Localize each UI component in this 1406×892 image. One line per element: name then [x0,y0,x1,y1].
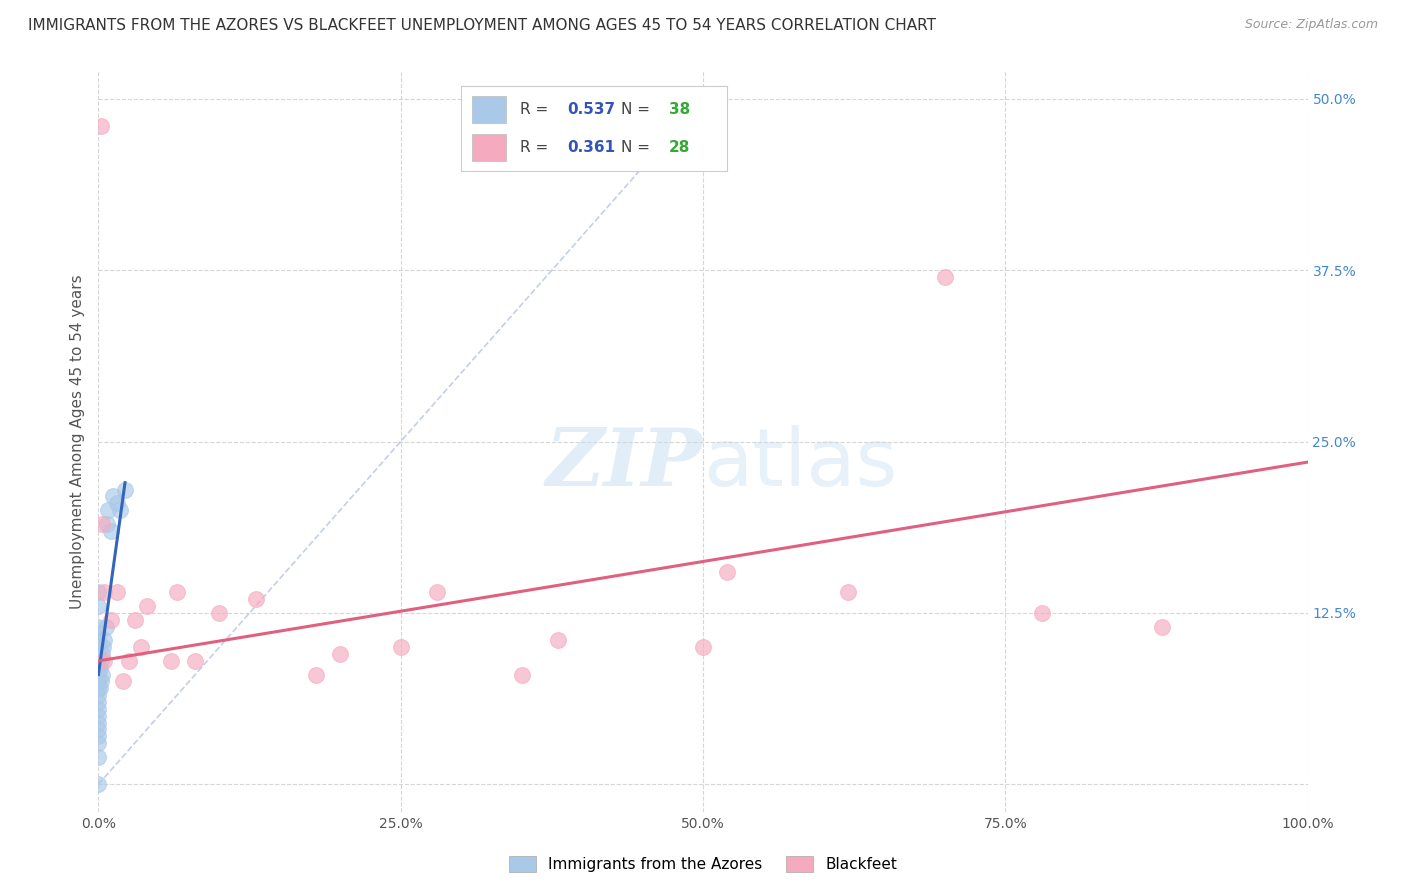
Point [87,777,110,791]
Point [934,270,956,285]
Point [837,585,859,599]
Text: ZIP: ZIP [546,425,703,502]
Point [105,585,128,599]
Point [245,592,267,607]
Point [105,496,128,510]
Point [118,654,141,668]
Point [100,524,122,538]
Point [87,654,110,668]
Point [108,503,131,517]
Point [160,654,183,668]
Point [329,647,352,661]
Point [93,633,115,648]
Point [87,688,110,702]
Point [389,640,412,655]
Point [87,667,110,681]
Point [129,640,152,655]
Point [1152,619,1174,633]
Point [166,585,188,599]
Point [90,654,112,668]
Point [135,599,157,613]
Point [87,729,110,743]
Point [90,119,112,133]
Point [87,723,110,737]
Point [124,613,146,627]
Point [87,708,110,723]
Point [87,647,110,661]
Point [305,667,328,681]
Point [96,516,118,531]
Text: Source: ZipAtlas.com: Source: ZipAtlas.com [1244,18,1378,31]
Point [87,640,110,655]
Point [184,654,207,668]
Point [91,640,114,655]
Point [87,736,110,750]
Text: atlas: atlas [703,425,897,503]
Point [87,681,110,696]
Point [87,585,110,599]
Point [97,503,120,517]
Point [91,667,114,681]
Point [87,715,110,730]
Point [87,750,110,764]
Point [87,695,110,709]
Point [692,640,714,655]
Point [93,654,115,668]
Point [100,613,122,627]
Point [1031,606,1053,620]
Point [547,633,569,648]
Text: IMMIGRANTS FROM THE AZORES VS BLACKFEET UNEMPLOYMENT AMONG AGES 45 TO 54 YEARS C: IMMIGRANTS FROM THE AZORES VS BLACKFEET … [28,18,936,33]
Point [87,619,110,633]
Point [426,585,449,599]
Legend: Immigrants from the Azores, Blackfeet: Immigrants from the Azores, Blackfeet [501,848,905,880]
Point [101,489,124,503]
Point [111,674,134,689]
Point [87,626,110,640]
Point [87,599,110,613]
Y-axis label: Unemployment Among Ages 45 to 54 years: Unemployment Among Ages 45 to 54 years [69,274,84,609]
Point [87,661,110,675]
Point [114,483,136,497]
Point [87,702,110,716]
Point [87,674,110,689]
Point [89,661,111,675]
Point [208,606,231,620]
Point [510,667,533,681]
Point [716,565,738,579]
Point [91,516,114,531]
Point [94,619,117,633]
Point [93,585,115,599]
Point [91,647,114,661]
Point [89,681,111,696]
Point [87,633,110,648]
Point [90,674,112,689]
